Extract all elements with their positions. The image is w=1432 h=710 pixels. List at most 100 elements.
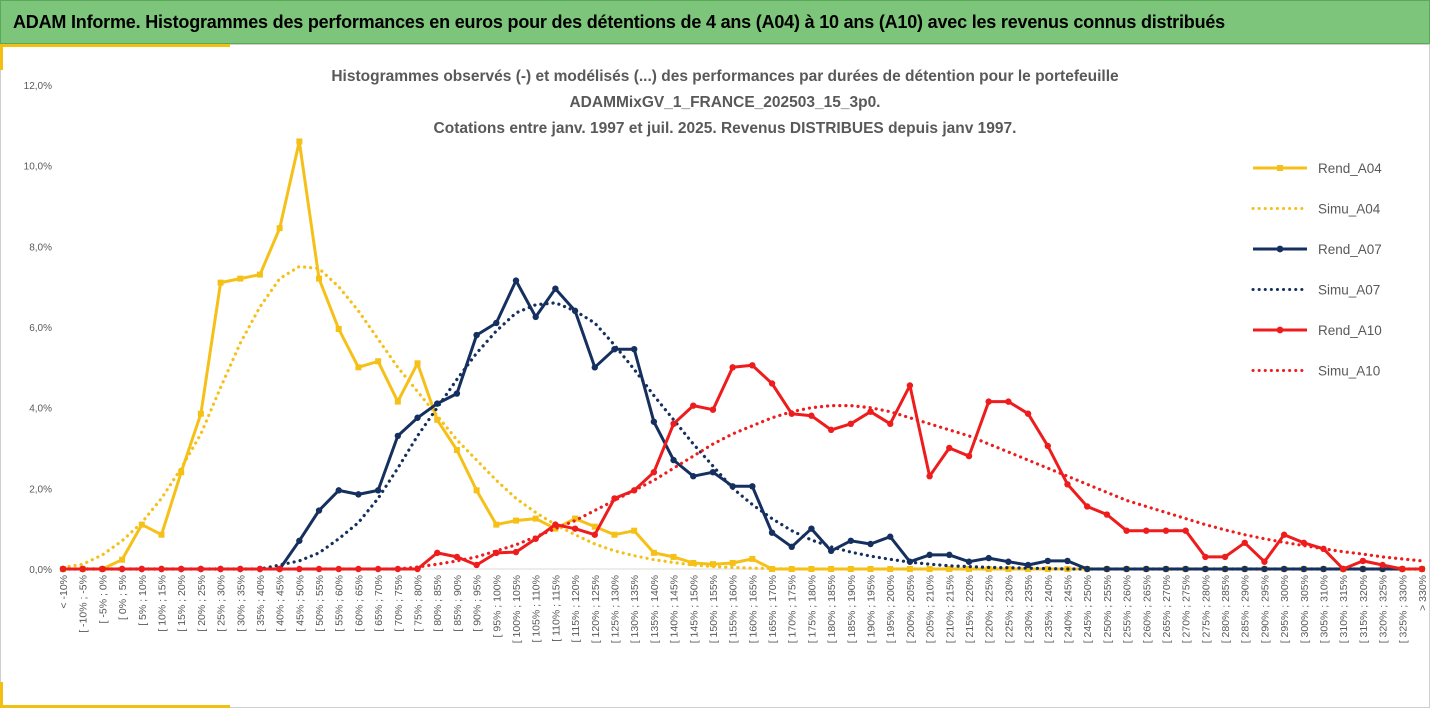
- data-point: [256, 565, 264, 573]
- data-point: [355, 364, 362, 371]
- data-point: [571, 525, 579, 532]
- data-point: [828, 566, 835, 572]
- data-point: [887, 420, 894, 427]
- data-point: [591, 531, 598, 538]
- data-point: [394, 398, 401, 405]
- series-line-Rend_A10: [63, 363, 1422, 571]
- x-tick-label: [ 10% ; 15%: [156, 575, 168, 632]
- x-tick-label: [ 35% ; 40%: [255, 575, 267, 632]
- x-tick-label: [ -10% ; -5%: [78, 575, 90, 633]
- data-point: [591, 364, 598, 371]
- x-tick-label: [ 75% ; 80%: [413, 575, 425, 632]
- x-tick-label: [ 210% ; 215%: [944, 575, 956, 643]
- data-point: [414, 360, 421, 367]
- x-tick-label: [ 25% ; 30%: [216, 575, 228, 632]
- data-point: [611, 531, 618, 538]
- data-point: [335, 326, 342, 333]
- data-point: [414, 414, 421, 421]
- data-point: [1359, 557, 1367, 565]
- x-tick-label: [ 20% ; 25%: [196, 575, 208, 632]
- banner-title: ADAM Informe. Histogrammes des performan…: [13, 12, 1225, 32]
- data-point: [611, 495, 618, 502]
- accent-line-bottom: [0, 705, 230, 708]
- legend-label: Simu_A04: [1318, 202, 1381, 217]
- data-point: [532, 313, 539, 321]
- x-tick-label: [ 150% ; 155%: [708, 575, 720, 643]
- x-tick-label: [ 320% ; 325%: [1378, 575, 1390, 643]
- x-tick-label: [ 300% ; 305%: [1299, 575, 1311, 643]
- x-tick-label: [ 160% ; 165%: [747, 575, 759, 643]
- data-point: [847, 420, 855, 427]
- data-point: [119, 556, 126, 563]
- y-tick-label: 4,0%: [29, 404, 52, 415]
- data-point: [1221, 553, 1229, 561]
- x-tick-label: [ 45% ; 50%: [294, 575, 306, 632]
- x-tick-label: [ 280% ; 285%: [1220, 575, 1232, 643]
- data-point: [1379, 561, 1386, 569]
- data-point: [355, 491, 362, 498]
- x-tick-label: [ 255% ; 260%: [1122, 575, 1134, 643]
- data-point: [827, 547, 835, 555]
- data-point: [197, 565, 205, 573]
- data-point: [906, 382, 914, 389]
- legend-label: Rend_A07: [1318, 242, 1382, 257]
- data-point: [256, 271, 263, 278]
- data-point: [1280, 531, 1288, 538]
- x-tick-label: [ 80% ; 85%: [432, 575, 444, 632]
- series-line-Simu_A10: [61, 404, 1424, 571]
- x-tick-label: [ 240% ; 245%: [1062, 575, 1074, 643]
- data-point: [729, 364, 736, 371]
- x-tick-label: [ 55% ; 60%: [334, 575, 346, 632]
- data-point: [1340, 565, 1347, 573]
- x-tick-label: [ 95% ; 100%: [491, 575, 503, 637]
- x-tick-label: [ 165% ; 170%: [767, 575, 779, 643]
- data-point: [1044, 442, 1051, 450]
- legend-marker: [1276, 245, 1284, 253]
- x-tick-label: [ 130% ; 135%: [629, 575, 641, 643]
- data-point: [434, 549, 441, 557]
- data-point: [768, 380, 776, 387]
- data-point: [1241, 539, 1248, 546]
- data-point: [532, 515, 539, 522]
- x-tick-label: [ 105% ; 110%: [531, 575, 543, 643]
- x-tick-label: [ 5% ; 10%: [137, 575, 149, 626]
- header-banner: ADAM Informe. Histogrammes des performan…: [0, 0, 1430, 44]
- data-point: [374, 487, 382, 494]
- data-point: [1123, 565, 1130, 573]
- accent-corner-bottom: [0, 682, 3, 708]
- data-point: [1103, 511, 1111, 518]
- data-point: [394, 432, 402, 440]
- data-point: [709, 469, 717, 476]
- x-tick-label: [ 200% ; 205%: [905, 575, 917, 643]
- data-point: [1024, 561, 1032, 569]
- data-point: [867, 408, 874, 415]
- y-tick-label: 8,0%: [29, 242, 52, 253]
- x-tick-label: > 330%: [1417, 575, 1429, 611]
- x-tick-label: [ 140% ; 145%: [669, 575, 681, 643]
- y-tick-label: 0,0%: [29, 565, 52, 576]
- data-point: [1005, 398, 1012, 405]
- x-tick-label: [ 30% ; 35%: [235, 575, 247, 632]
- data-point: [315, 507, 323, 514]
- data-point: [572, 515, 579, 522]
- data-point: [296, 537, 303, 544]
- x-tick-label: [ 245% ; 250%: [1082, 575, 1094, 643]
- data-point: [965, 452, 973, 460]
- x-tick-label: [ 235% ; 240%: [1043, 575, 1055, 643]
- chart-title: Histogrammes observés (-) et modélisés (…: [245, 64, 1205, 142]
- x-tick-label: [ 85% ; 90%: [452, 575, 464, 632]
- data-point: [493, 521, 500, 528]
- x-tick-label: [ 265% ; 270%: [1161, 575, 1173, 643]
- data-point: [375, 358, 382, 365]
- data-point: [335, 487, 342, 494]
- data-point: [493, 319, 500, 327]
- data-point: [926, 566, 933, 572]
- data-point: [926, 551, 933, 559]
- legend-label: Simu_A10: [1318, 364, 1380, 379]
- data-point: [316, 275, 323, 282]
- x-tick-label: [ 295% ; 300%: [1279, 575, 1291, 643]
- x-tick-label: [ 220% ; 225%: [984, 575, 996, 643]
- data-point: [276, 565, 283, 573]
- x-tick-label: [ 225% ; 230%: [1003, 575, 1015, 643]
- data-point: [1103, 565, 1111, 573]
